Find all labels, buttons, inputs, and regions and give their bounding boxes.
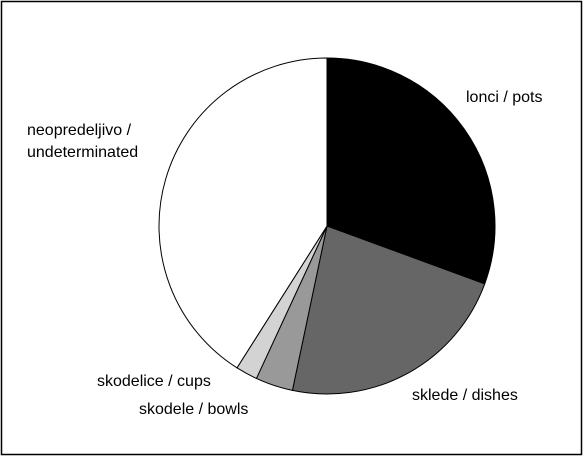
pie-slice-undeterminated [158, 57, 328, 369]
slice-labels: lonci / pots sklede / dishes skodele / bow… [27, 89, 542, 418]
slice-label-pots: lonci / pots [466, 89, 542, 106]
slice-label-dishes: sklede / dishes [412, 387, 518, 404]
slice-label-cups: skodelice / cups [97, 373, 211, 390]
pie-slices [158, 57, 496, 395]
pie-slice-dishes [291, 225, 486, 395]
slice-label-bowls: skodele / bowls [139, 401, 248, 418]
slice-label-undeterminated: neopredeljivo / undeterminated [27, 122, 138, 161]
pie-slice-pots [326, 57, 496, 285]
